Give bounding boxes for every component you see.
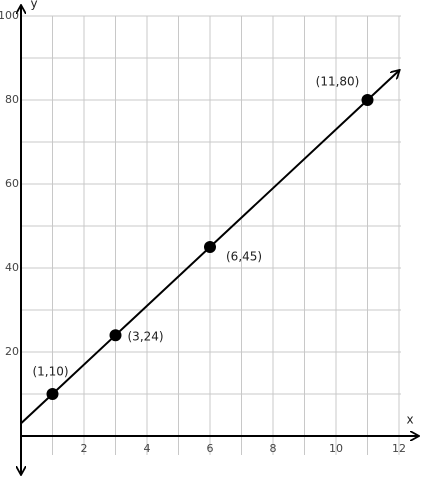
point <box>46 388 59 400</box>
point <box>361 94 374 106</box>
point-label: (1,10) <box>32 365 68 379</box>
line <box>51 99 369 395</box>
point <box>109 329 122 342</box>
x-tick-label: 8 <box>270 442 277 455</box>
point-label: (3,24) <box>128 330 164 344</box>
x-tick-label: 6 <box>207 442 214 455</box>
point <box>204 241 216 253</box>
y-tick-label: 80 <box>5 93 19 106</box>
y-tick-label: 100 <box>0 9 19 22</box>
y-tick-label: 40 <box>5 261 19 274</box>
x-tick-label: 2 <box>81 442 88 455</box>
x-tick-label: 12 <box>392 442 406 455</box>
y-axis-label: y <box>30 0 37 11</box>
x-tick-label: 4 <box>144 442 151 455</box>
line-ext <box>20 393 54 425</box>
y-tick-label: 60 <box>5 177 19 190</box>
line-ext <box>366 71 400 101</box>
grid <box>21 15 401 455</box>
x-axis-label: x <box>406 413 413 427</box>
x-tick-label: 10 <box>329 442 343 455</box>
y-tick-label: 20 <box>5 345 19 358</box>
point-label: (11,80) <box>316 75 360 89</box>
point-label: (6,45) <box>226 250 262 264</box>
